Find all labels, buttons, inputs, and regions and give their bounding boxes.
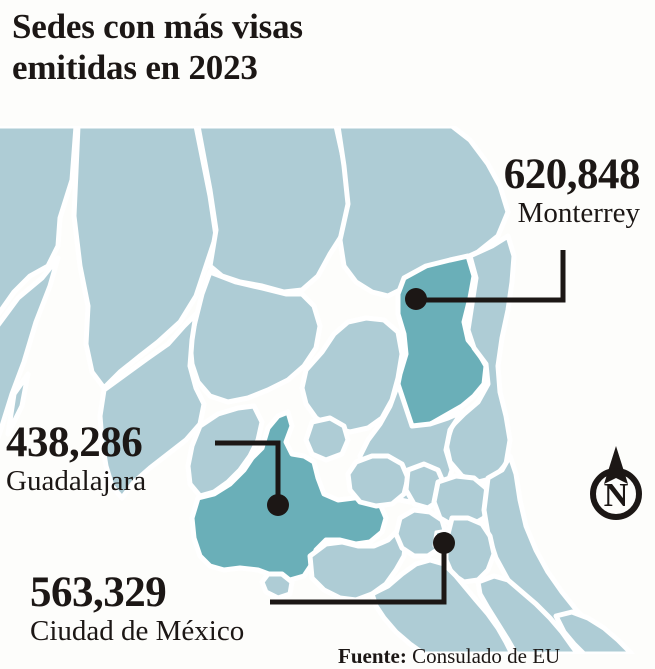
callout-monterrey: 620,848 Monterrey [412, 151, 641, 229]
state-guanajuato [345, 453, 411, 509]
callout-monterrey-city: Monterrey [517, 197, 640, 229]
state-chiapas [553, 609, 635, 654]
compass-circle-icon [590, 468, 642, 520]
title-line-2: emitidas en 2023 [12, 48, 258, 87]
state-baja-california-sur [0, 255, 61, 440]
source-value: Consulado de EU [412, 644, 561, 668]
page-title: Sedes con más visas emitidas en 2023 [12, 6, 512, 88]
callout-guadalajara: 438,286 Guadalajara [6, 420, 236, 497]
state-oaxaca [475, 573, 581, 654]
source-note: Fuente: Consulado de EU [338, 644, 560, 668]
callout-guadalajara-value: 438,286 [6, 419, 143, 466]
callout-guadalajara-city: Guadalajara [6, 465, 147, 497]
callout-cdmx-value: 563,329 [30, 569, 167, 616]
state-aguascalientes [303, 415, 351, 463]
state-durango [187, 269, 323, 405]
title-line-1: Sedes con más visas [12, 7, 303, 46]
compass-north-label: N [604, 477, 629, 514]
source-label: Fuente: [338, 644, 407, 668]
callout-monterrey-value: 620,848 [503, 151, 641, 198]
compass-rose: N [588, 444, 644, 524]
callout-cdmx-city: Ciudad de México [30, 615, 245, 647]
state-chihuahua [195, 126, 355, 295]
state-baja-california [0, 126, 79, 317]
callout-ciudad-de-mexico: 563,329 Ciudad de México [30, 570, 340, 647]
